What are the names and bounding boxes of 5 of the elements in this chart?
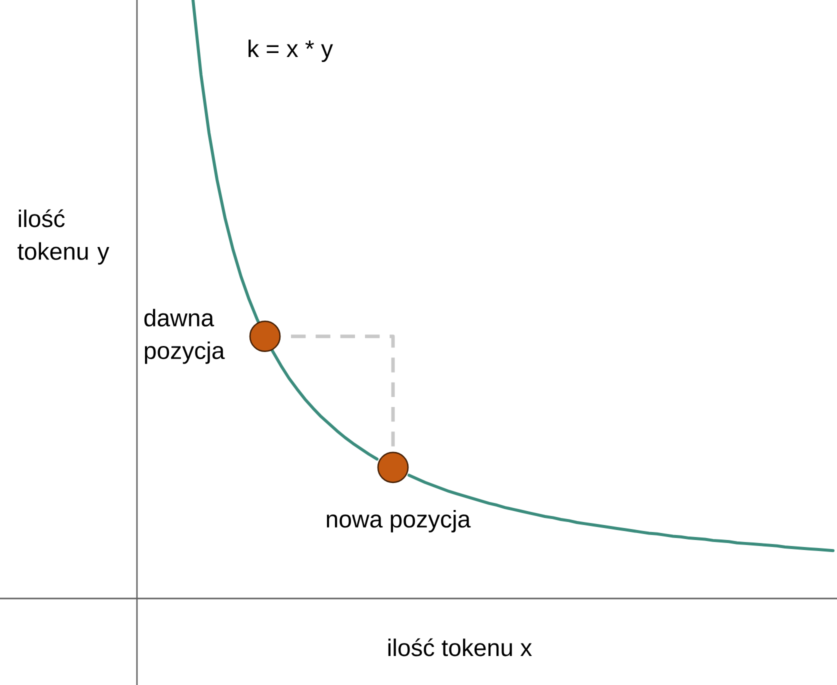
annotation: nowa pozycja — [326, 510, 471, 532]
x-axis-title: ilość tokenu x — [388, 638, 532, 656]
annotation: k = x * y — [248, 40, 333, 62]
y-axis-title: ilość tokenu y — [18, 209, 110, 265]
annotation: dawna pozycja — [144, 308, 225, 364]
